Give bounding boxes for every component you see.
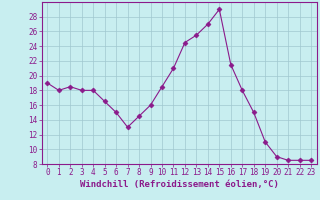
X-axis label: Windchill (Refroidissement éolien,°C): Windchill (Refroidissement éolien,°C) <box>80 180 279 189</box>
